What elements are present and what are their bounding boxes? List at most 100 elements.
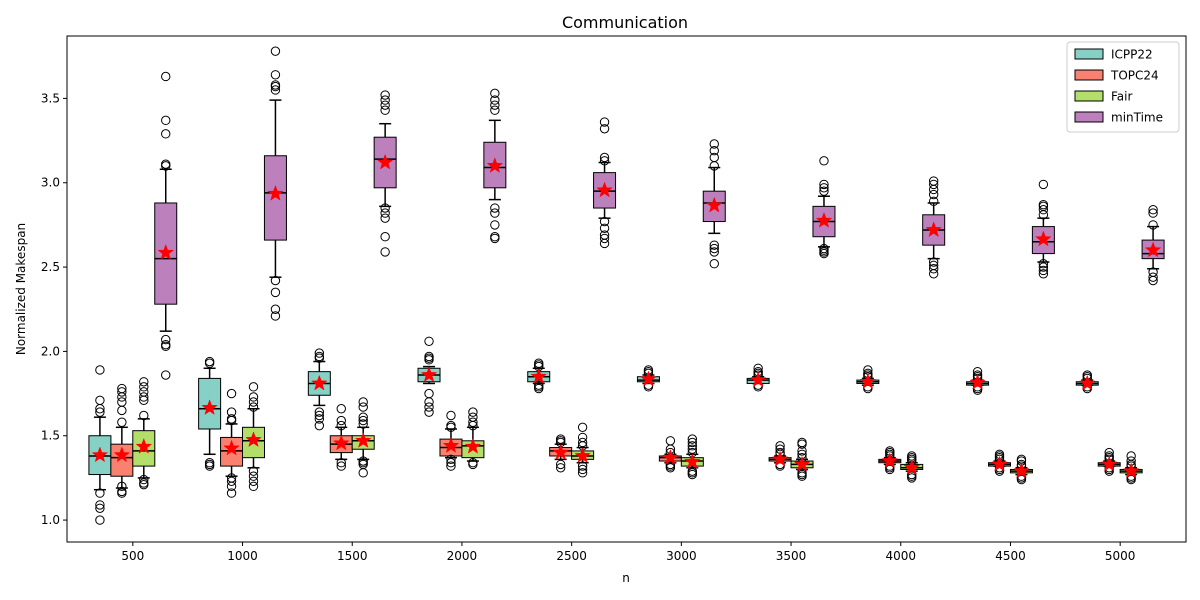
outlier-point xyxy=(928,260,939,271)
outlier-point xyxy=(709,240,719,250)
outlier-point xyxy=(380,232,390,242)
outlier-point xyxy=(270,304,281,314)
outlier-point xyxy=(819,243,829,254)
outlier-point xyxy=(314,407,325,417)
outlier-point xyxy=(599,117,610,127)
mean-marker xyxy=(969,373,986,390)
box-minTime-5000 xyxy=(1141,205,1165,286)
box-TOPC24-1500 xyxy=(329,404,353,471)
x-tick-label-1500: 1500 xyxy=(337,549,368,563)
box-TOPC24-500 xyxy=(110,383,134,498)
mean-marker xyxy=(223,439,240,456)
box-minTime-1500 xyxy=(373,90,397,257)
outlier-point xyxy=(336,420,346,431)
x-tick-label-500: 500 xyxy=(121,549,144,563)
outlier-point xyxy=(797,437,807,448)
box-minTime-2500 xyxy=(593,117,617,249)
outlier-point xyxy=(117,397,127,407)
outlier-point xyxy=(1126,451,1136,461)
mean-marker xyxy=(420,366,438,383)
x-tick-label-4000: 4000 xyxy=(885,549,916,563)
box-ICPP22-2500 xyxy=(527,358,551,394)
box-Fair-1000 xyxy=(242,382,265,492)
outlier-point xyxy=(577,432,588,443)
mean-marker xyxy=(749,371,767,388)
box-ICPP22-4000 xyxy=(856,365,880,394)
outlier-point xyxy=(270,70,281,80)
outlier-point xyxy=(270,275,281,286)
outlier-point xyxy=(599,124,610,134)
outlier-point xyxy=(314,414,325,424)
legend-label: ICPP22 xyxy=(1111,48,1153,62)
y-tick-label-3.5: 3.5 xyxy=(41,91,60,105)
outlier-point xyxy=(95,515,105,525)
outlier-point xyxy=(577,437,588,448)
outlier-point xyxy=(1038,199,1049,210)
outlier-point xyxy=(380,105,390,115)
outlier-point xyxy=(161,71,171,82)
plot-area xyxy=(88,46,1165,525)
mean-marker xyxy=(486,157,504,173)
outlier-point xyxy=(446,410,456,421)
outlier-point xyxy=(687,437,698,448)
mean-marker xyxy=(640,370,657,387)
outlier-point xyxy=(490,105,500,115)
outlier-point xyxy=(358,456,368,466)
outlier-point xyxy=(1038,262,1049,272)
outlier-point xyxy=(226,407,237,417)
outlier-point xyxy=(599,156,610,166)
box-Fair-4500 xyxy=(1009,454,1033,485)
mean-marker xyxy=(135,437,153,454)
mean-marker xyxy=(91,446,109,463)
outlier-point xyxy=(139,392,149,402)
outlier-point xyxy=(314,410,325,421)
outlier-point xyxy=(270,287,281,298)
outlier-point xyxy=(446,461,456,471)
box-ICPP22-2000 xyxy=(417,336,441,417)
outlier-point xyxy=(928,179,939,190)
outlier-point xyxy=(709,243,719,254)
box-ICPP22-1000 xyxy=(198,356,222,471)
outlier-point xyxy=(424,351,434,362)
box-Fair-2500 xyxy=(571,422,595,478)
mean-marker xyxy=(859,373,877,389)
outlier-point xyxy=(314,348,325,358)
outlier-point xyxy=(161,370,171,380)
outlier-point xyxy=(380,208,390,218)
outlier-point xyxy=(928,189,939,200)
legend-swatch xyxy=(1074,69,1104,81)
outlier-point xyxy=(161,115,171,126)
outlier-point xyxy=(468,412,478,422)
outlier-point xyxy=(687,466,698,476)
chart-title: Communication xyxy=(562,13,688,32)
outlier-point xyxy=(446,420,456,431)
box-TOPC24-5000 xyxy=(1097,447,1121,476)
outlier-point xyxy=(117,383,127,394)
outlier-point xyxy=(424,402,434,412)
box-ICPP22-3000 xyxy=(636,365,660,392)
legend-entry-Fair: Fair xyxy=(1074,90,1132,104)
outlier-point xyxy=(424,388,434,399)
outlier-point xyxy=(928,196,939,206)
outlier-point xyxy=(577,468,588,478)
mean-marker xyxy=(1122,462,1140,479)
outlier-point xyxy=(380,213,390,223)
x-tick-label-1000: 1000 xyxy=(227,549,258,563)
outlier-point xyxy=(599,152,610,163)
outlier-point xyxy=(358,412,368,422)
mean-marker xyxy=(354,432,372,448)
legend-label: Fair xyxy=(1111,90,1132,104)
mean-marker xyxy=(113,446,131,463)
outlier-point xyxy=(1038,259,1049,269)
series-Fair xyxy=(132,377,1143,492)
outlier-point xyxy=(358,397,368,407)
outlier-point xyxy=(336,404,346,414)
y-axis: 1.0 1.5 2.0 2.5 3.0 3.5 xyxy=(41,91,67,527)
x-axis: 500 1000 1500 2000 2500 3000 3500 4000 4500 5000 xyxy=(121,542,1135,563)
mean-marker xyxy=(991,455,1008,472)
box-TOPC24-1000 xyxy=(220,388,244,498)
x-tick-label-2000: 2000 xyxy=(447,549,478,563)
mean-marker xyxy=(1013,462,1030,479)
box-TOPC24-2500 xyxy=(549,434,573,473)
box-TOPC24-4500 xyxy=(988,449,1011,476)
